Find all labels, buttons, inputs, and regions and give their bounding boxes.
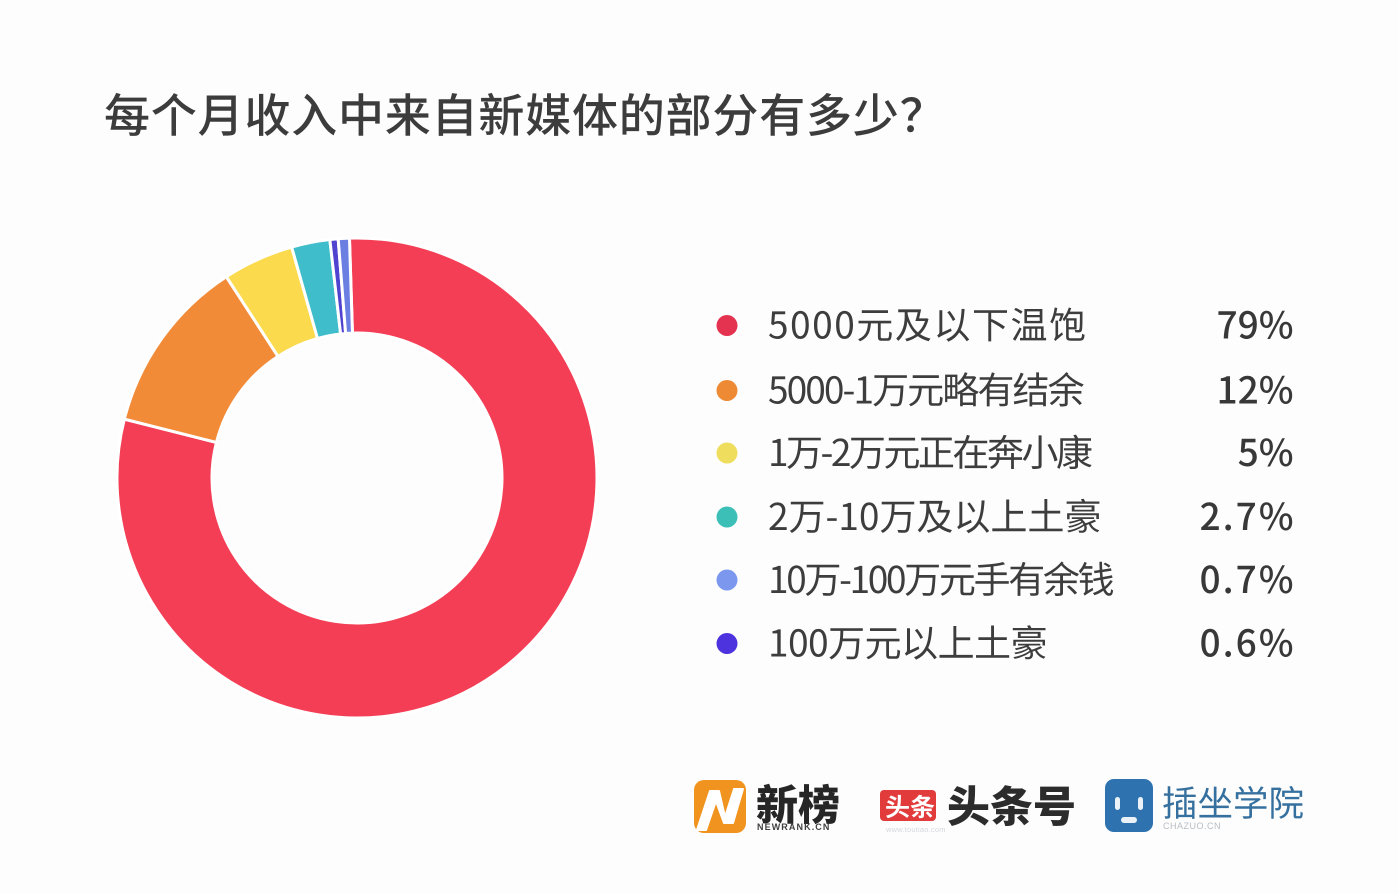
- svg-text:CHAZUO.CN: CHAZUO.CN: [1163, 821, 1221, 831]
- svg-text:NEWRANK.CN: NEWRANK.CN: [757, 822, 831, 832]
- svg-text:www.toutiao.com: www.toutiao.com: [885, 825, 946, 834]
